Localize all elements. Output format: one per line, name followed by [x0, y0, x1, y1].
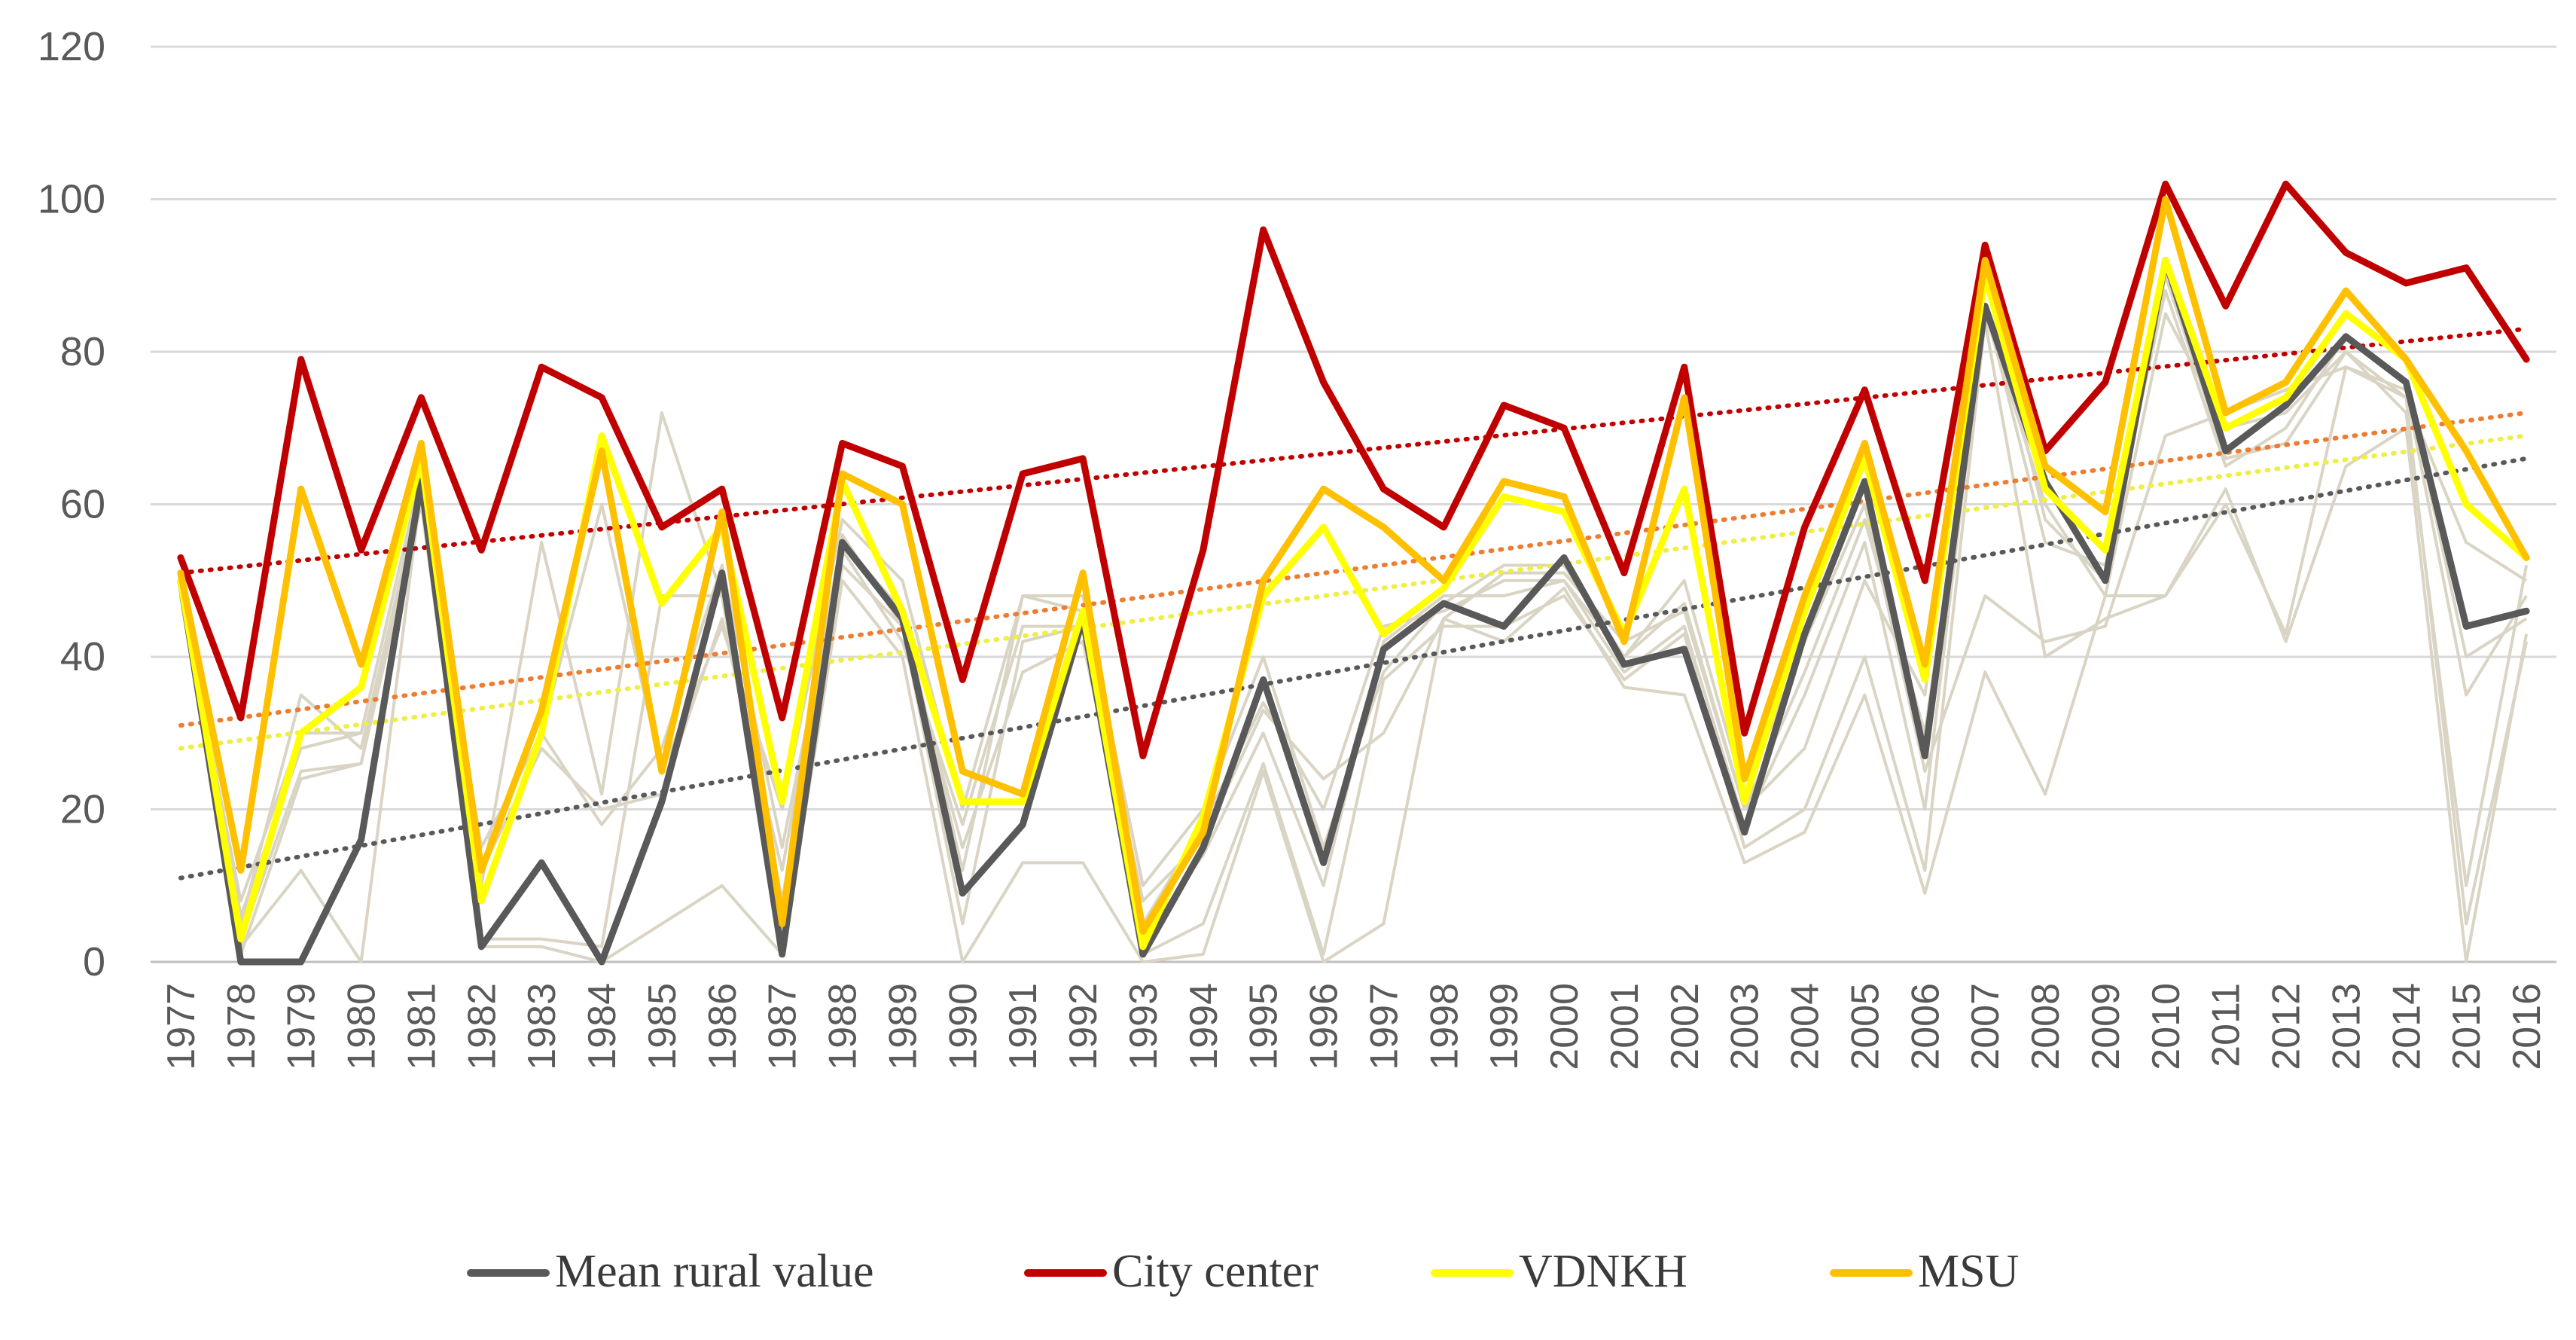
x-tick-label: 1996 — [1303, 983, 1346, 1070]
x-tick-label: 2016 — [2505, 983, 2549, 1070]
x-tick-label: 2006 — [1904, 983, 1947, 1070]
legend-label: MSU — [1918, 1246, 2019, 1297]
y-axis-tick-labels: 0 20 40 60 80 100 120 — [38, 24, 105, 984]
y-tick-label: 0 — [83, 939, 105, 984]
x-tick-label: 2003 — [1724, 983, 1767, 1070]
trendlines — [178, 326, 2529, 881]
background-line-1 — [178, 319, 2529, 963]
x-tick-label: 2008 — [2024, 983, 2068, 1070]
legend-label: VDNKH — [1519, 1246, 1687, 1297]
x-tick-label: 1984 — [581, 983, 624, 1070]
x-tick-label: 2002 — [1663, 983, 1707, 1070]
x-tick-label: 1988 — [822, 983, 865, 1070]
y-tick-label: 40 — [60, 634, 105, 679]
trendline-mean-rural-value — [178, 456, 2529, 881]
x-tick-label: 1981 — [400, 983, 444, 1070]
x-tick-label: 1983 — [520, 983, 564, 1070]
trendline-vdnkh — [178, 433, 2529, 751]
x-tick-label: 1987 — [761, 983, 805, 1070]
x-tick-label: 1990 — [941, 983, 985, 1070]
x-tick-label: 2012 — [2265, 983, 2309, 1070]
x-tick-label: 1999 — [1483, 983, 1526, 1070]
x-tick-label: 2010 — [2145, 983, 2188, 1070]
x-tick-label: 1995 — [1242, 983, 1286, 1070]
x-tick-label: 1994 — [1182, 983, 1226, 1070]
x-tick-label: 1992 — [1062, 983, 1105, 1070]
y-tick-label: 120 — [38, 24, 105, 69]
x-tick-label: 2004 — [1784, 983, 1828, 1070]
x-tick-label: 2013 — [2324, 983, 2368, 1070]
x-tick-label: 1989 — [881, 983, 925, 1070]
x-tick-label: 2000 — [1543, 983, 1587, 1070]
x-tick-label: 2014 — [2385, 983, 2428, 1070]
x-tick-label: 1986 — [701, 983, 745, 1070]
background-line-5 — [178, 365, 2528, 926]
x-tick-label: 2015 — [2445, 983, 2489, 1070]
legend: Mean rural value City center VDNKH MSU — [467, 1246, 2019, 1297]
y-tick-label: 80 — [60, 329, 105, 374]
y-tick-label: 60 — [60, 482, 105, 527]
y-tick-label: 20 — [60, 787, 105, 832]
x-tick-label: 2009 — [2084, 983, 2128, 1070]
background-line-4 — [178, 426, 2529, 963]
x-tick-label: 1978 — [220, 983, 264, 1070]
x-tick-label: 2007 — [1964, 983, 2007, 1070]
x-tick-label: 1985 — [641, 983, 684, 1070]
trendline-city-center — [178, 326, 2529, 575]
x-tick-label: 1979 — [280, 983, 324, 1070]
legend-label: City center — [1112, 1246, 1318, 1297]
x-tick-label: 1977 — [160, 983, 203, 1070]
series-lines — [177, 180, 2530, 966]
y-tick-label: 100 — [38, 177, 105, 222]
series-line-msu — [177, 196, 2530, 935]
series-line-vdnkh — [177, 257, 2530, 951]
trendline-msu — [178, 411, 2529, 728]
background-station-lines — [178, 273, 2529, 963]
x-tick-label: 1991 — [1001, 983, 1045, 1070]
x-tick-label: 1980 — [340, 983, 384, 1070]
x-tick-label: 2005 — [1843, 983, 1887, 1070]
series-line-city-center — [177, 180, 2530, 760]
x-tick-label: 1993 — [1122, 983, 1166, 1070]
x-axis-tick-labels: 1977 1978 1979 1980 1981 1982 1983 1984 1985 1986… — [160, 983, 2549, 1070]
x-tick-label: 1997 — [1362, 983, 1406, 1070]
x-tick-label: 1982 — [460, 983, 504, 1070]
x-tick-label: 2001 — [1603, 983, 1647, 1070]
legend-label: Mean rural value — [555, 1246, 873, 1297]
x-tick-label: 1998 — [1422, 983, 1466, 1070]
x-tick-label: 2011 — [2205, 983, 2248, 1067]
